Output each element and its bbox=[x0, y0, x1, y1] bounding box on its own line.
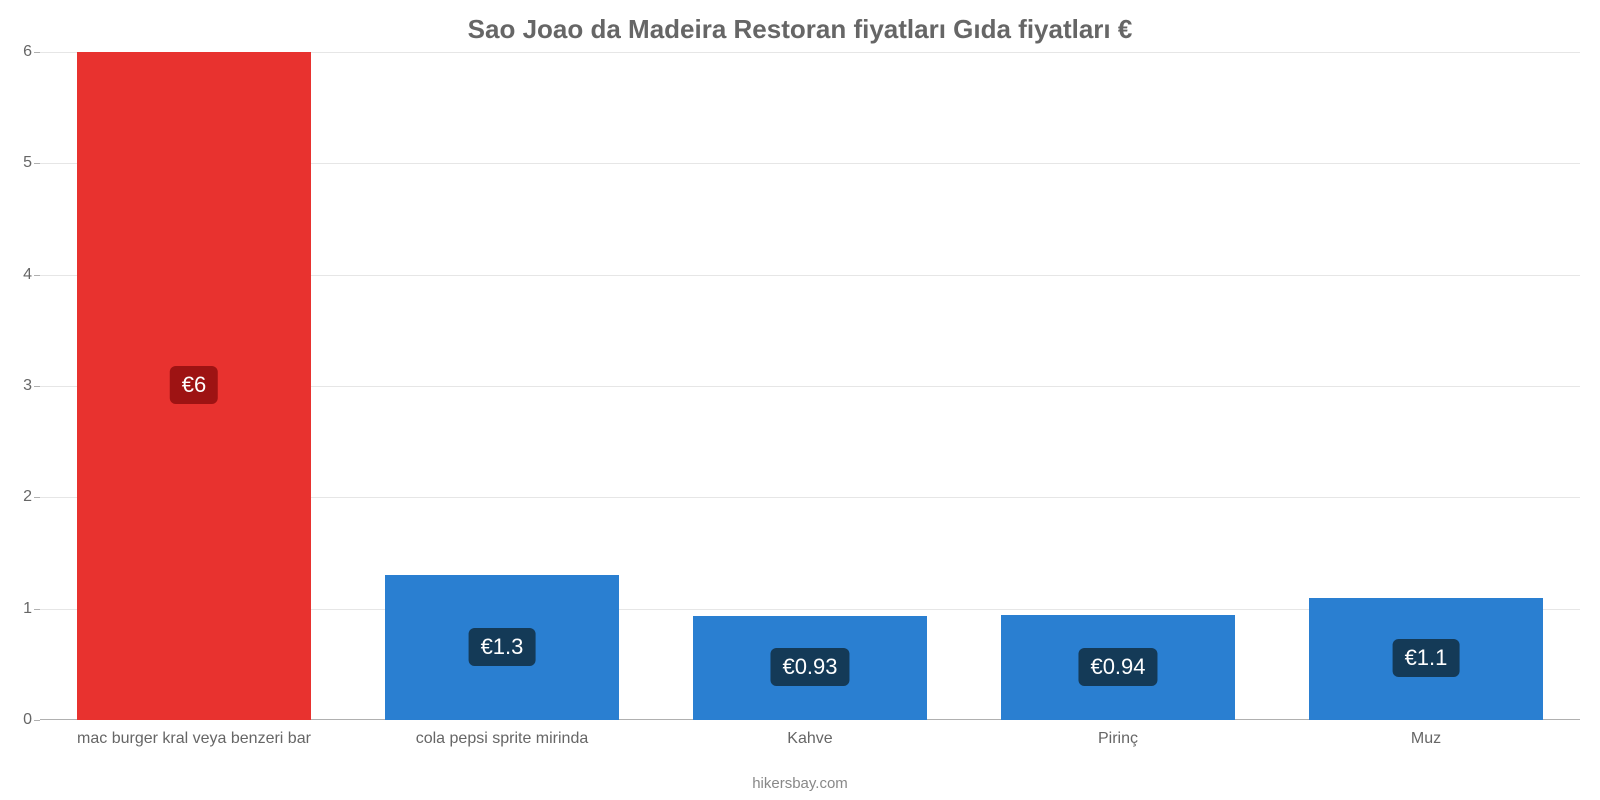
bar-slot: €1.3cola pepsi sprite mirinda bbox=[385, 52, 619, 720]
value-badge: €0.93 bbox=[770, 648, 849, 686]
ytick-mark bbox=[34, 275, 40, 276]
xtick-label: cola pepsi sprite mirinda bbox=[416, 730, 589, 748]
value-badge: €6 bbox=[170, 366, 218, 404]
ytick-label: 5 bbox=[23, 154, 32, 172]
ytick-label: 4 bbox=[23, 266, 32, 284]
ytick-label: 0 bbox=[23, 711, 32, 729]
value-badge: €0.94 bbox=[1078, 648, 1157, 686]
ytick-label: 2 bbox=[23, 488, 32, 506]
chart-title: Sao Joao da Madeira Restoran fiyatları G… bbox=[0, 0, 1600, 45]
value-badge: €1.1 bbox=[1393, 639, 1460, 677]
ytick-label: 3 bbox=[23, 377, 32, 395]
ytick-mark bbox=[34, 609, 40, 610]
xtick-label: Muz bbox=[1411, 730, 1441, 748]
ytick-mark bbox=[34, 52, 40, 53]
bar-slot: €6mac burger kral veya benzeri bar bbox=[77, 52, 311, 720]
xtick-label: Pirinç bbox=[1098, 730, 1138, 748]
chart-footer: hikersbay.com bbox=[0, 775, 1600, 792]
xtick-label: mac burger kral veya benzeri bar bbox=[77, 730, 311, 748]
ytick-label: 6 bbox=[23, 43, 32, 61]
ytick-mark bbox=[34, 497, 40, 498]
plot-area: 0123456€6mac burger kral veya benzeri ba… bbox=[40, 52, 1580, 720]
ytick-mark bbox=[34, 163, 40, 164]
bar-slot: €1.1Muz bbox=[1309, 52, 1543, 720]
ytick-label: 1 bbox=[23, 600, 32, 618]
xtick-label: Kahve bbox=[787, 730, 832, 748]
ytick-mark bbox=[34, 386, 40, 387]
value-badge: €1.3 bbox=[469, 628, 536, 666]
bar-slot: €0.93Kahve bbox=[693, 52, 927, 720]
ytick-mark bbox=[34, 720, 40, 721]
bar-slot: €0.94Pirinç bbox=[1001, 52, 1235, 720]
